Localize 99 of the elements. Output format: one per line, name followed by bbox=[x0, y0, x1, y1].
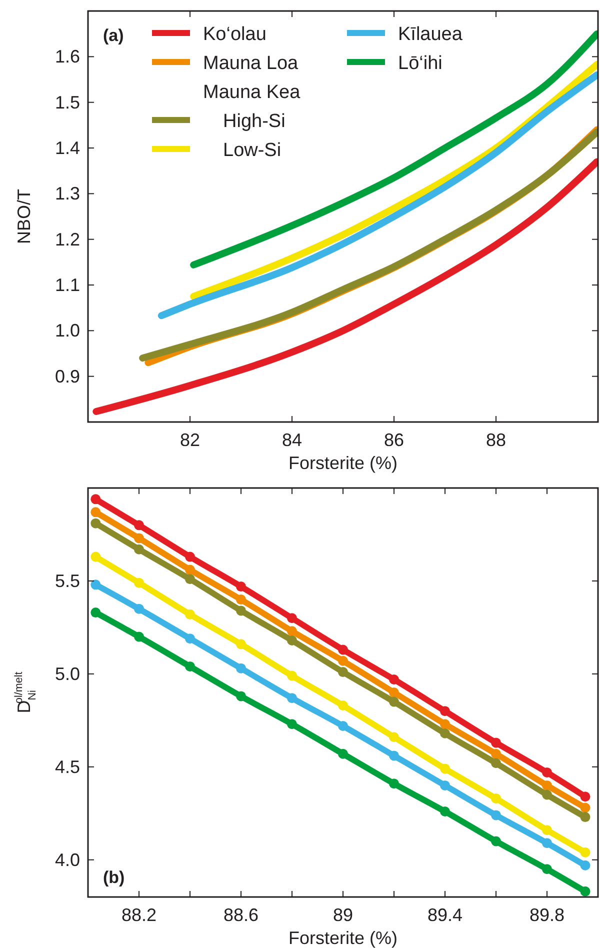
point bbox=[185, 574, 195, 584]
y-axis-title: NBO/T bbox=[14, 188, 34, 244]
y-tick-label: 4.5 bbox=[54, 756, 80, 777]
point bbox=[440, 780, 450, 790]
legend-label: Low-Si bbox=[223, 140, 282, 161]
y-tick-label: 1.5 bbox=[54, 92, 80, 112]
legend-label: High-Si bbox=[223, 111, 286, 132]
point bbox=[287, 693, 297, 704]
point bbox=[542, 767, 552, 778]
point bbox=[389, 674, 399, 684]
point bbox=[338, 644, 348, 655]
point bbox=[185, 661, 195, 672]
point bbox=[338, 700, 348, 711]
point bbox=[491, 758, 501, 768]
point bbox=[90, 507, 101, 518]
x-axis-title: Forsterite (%) bbox=[288, 928, 398, 948]
annotation: (a) bbox=[103, 26, 124, 45]
point bbox=[185, 564, 195, 575]
point bbox=[542, 838, 552, 848]
point bbox=[90, 518, 101, 528]
point bbox=[236, 639, 246, 650]
point bbox=[90, 608, 101, 618]
point bbox=[440, 706, 450, 716]
y-tick-label: 1.1 bbox=[54, 275, 80, 295]
point bbox=[185, 552, 195, 562]
point bbox=[287, 626, 297, 636]
point bbox=[90, 494, 101, 504]
annotation: (b) bbox=[103, 868, 125, 887]
point bbox=[580, 847, 590, 858]
x-tick-label: 88.6 bbox=[223, 905, 259, 925]
legend-label: Ko‘olau bbox=[203, 24, 266, 45]
point bbox=[287, 635, 297, 646]
point bbox=[542, 790, 552, 800]
legend-label: Lō‘ihi bbox=[398, 53, 442, 74]
point bbox=[236, 663, 246, 674]
x-tick-label: 84 bbox=[282, 430, 302, 450]
point bbox=[338, 667, 348, 678]
y-tick-label: 1.3 bbox=[54, 184, 80, 204]
point bbox=[90, 580, 101, 590]
legend-label: Kīlauea bbox=[398, 24, 463, 45]
point bbox=[389, 732, 399, 742]
x-tick-label: 88.2 bbox=[121, 905, 157, 925]
point bbox=[491, 793, 501, 804]
point bbox=[287, 719, 297, 730]
point bbox=[389, 750, 399, 761]
point bbox=[287, 670, 297, 681]
point bbox=[580, 812, 590, 822]
point bbox=[580, 886, 590, 896]
point bbox=[90, 552, 101, 562]
point bbox=[338, 656, 348, 666]
y-tick-label: 4.0 bbox=[54, 850, 80, 870]
point bbox=[389, 696, 399, 707]
x-tick-label: 89.8 bbox=[529, 905, 565, 925]
point bbox=[491, 738, 501, 748]
point bbox=[134, 533, 144, 544]
point bbox=[287, 613, 297, 624]
point bbox=[389, 778, 399, 789]
annotation: Mauna Kea bbox=[203, 82, 301, 103]
x-tick-label: 82 bbox=[180, 430, 200, 450]
x-axis-title: Forsterite (%) bbox=[288, 453, 398, 473]
point bbox=[236, 594, 246, 605]
x-tick-label: 86 bbox=[384, 430, 404, 450]
point bbox=[542, 780, 552, 790]
y-tick-label: 5.5 bbox=[54, 570, 80, 591]
y-tick-label: 1.6 bbox=[54, 46, 80, 67]
point bbox=[236, 582, 246, 592]
point bbox=[440, 728, 450, 738]
point bbox=[236, 691, 246, 702]
point bbox=[580, 802, 590, 813]
point bbox=[491, 836, 501, 846]
point bbox=[134, 520, 144, 530]
point bbox=[134, 632, 144, 642]
x-tick-label: 89 bbox=[332, 905, 354, 925]
point bbox=[580, 860, 590, 870]
point bbox=[134, 544, 144, 554]
point bbox=[542, 864, 552, 874]
point bbox=[134, 578, 144, 588]
point bbox=[389, 688, 399, 698]
point bbox=[185, 609, 195, 620]
point bbox=[440, 764, 450, 774]
point bbox=[134, 604, 144, 614]
point bbox=[491, 810, 501, 820]
point bbox=[338, 720, 348, 731]
y-tick-label: 0.9 bbox=[54, 366, 80, 386]
y-tick-label: 5.0 bbox=[54, 664, 80, 684]
x-tick-label: 88 bbox=[486, 430, 506, 450]
point bbox=[580, 792, 590, 802]
legend-label: Mauna Loa bbox=[203, 53, 299, 74]
point bbox=[542, 825, 552, 836]
point bbox=[338, 748, 348, 759]
point bbox=[491, 748, 501, 759]
y-tick-label: 1.4 bbox=[54, 138, 80, 158]
point bbox=[440, 806, 450, 816]
point bbox=[185, 634, 195, 644]
point bbox=[440, 719, 450, 730]
y-tick-label: 1.2 bbox=[54, 229, 80, 250]
y-tick-label: 1.0 bbox=[54, 320, 80, 341]
x-tick-label: 89.4 bbox=[427, 905, 463, 925]
point bbox=[236, 606, 246, 616]
